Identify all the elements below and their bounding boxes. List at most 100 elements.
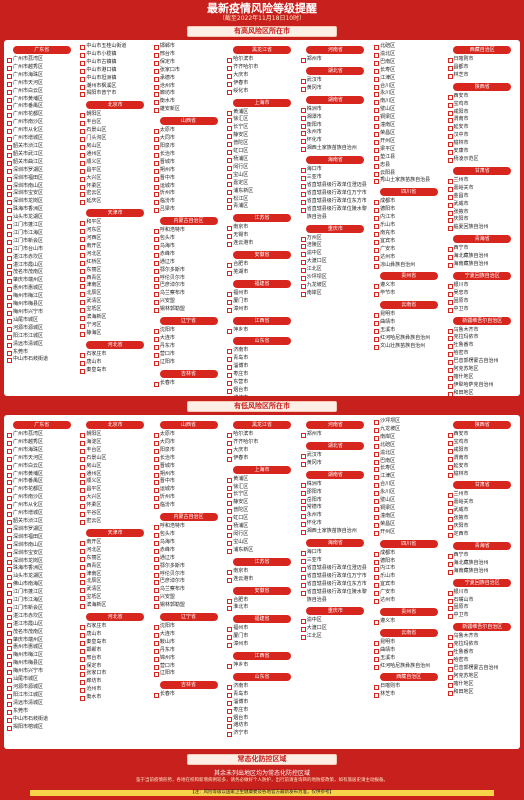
- city-item: 揭阳市普宁市: [79, 90, 150, 98]
- city-item: 璧山区: [373, 106, 444, 114]
- city-item: 惠州市惠城区: [6, 644, 77, 652]
- city-item: 沈阳市: [153, 327, 224, 335]
- city-item: 丰台区: [79, 119, 150, 127]
- city-item: 凉山彝族自治州: [373, 262, 444, 270]
- city-item: 黄浦区: [226, 109, 297, 117]
- city-item: 韶关市浈江区: [6, 518, 77, 526]
- province-label: 广东省: [12, 46, 71, 54]
- city-item: 喀什地区: [447, 374, 518, 382]
- city-item: 宜宾市: [373, 581, 444, 589]
- city-item: 西安市: [447, 93, 518, 101]
- city-item: 江门市蓬江区: [6, 589, 77, 597]
- city-item: 石家庄市: [79, 351, 150, 359]
- city-item: 海口市: [300, 549, 371, 557]
- city-item: 呼和浩特市: [153, 227, 224, 235]
- city-item: 大兴区: [79, 494, 150, 502]
- province-label: 四川省: [379, 539, 438, 548]
- city-item: 伊春市: [226, 455, 297, 463]
- province-label: 天津市: [86, 209, 145, 218]
- city-item: 伊春市: [226, 80, 297, 88]
- city-item: 玉溪市: [373, 327, 444, 335]
- city-item: 巴音郭楞蒙古自治州: [447, 358, 518, 366]
- city-item: 吕梁市: [153, 206, 224, 214]
- city-item: 省直辖县级行政单位万宁市: [300, 190, 371, 198]
- city-item: 济南市: [226, 347, 297, 355]
- city-item: 江门市新会区: [6, 605, 77, 613]
- city-item: 通州区: [79, 471, 150, 479]
- city-item: 忠县: [373, 162, 444, 170]
- city-item: 西青区: [79, 275, 150, 283]
- city-item: 广州市白云区: [6, 463, 77, 471]
- city-item: 丹东市: [153, 647, 224, 655]
- province-label: 山西省: [159, 421, 218, 429]
- city-item: 福州市: [226, 290, 297, 298]
- city-item: 庆阳市: [447, 523, 518, 531]
- column: 沙坪坝区 九龙坡区 南岸区 北碚区 渝北区 巴南区 长寿区 江津区 合川区 永川区 璧山区 铜梁区 潼南…: [373, 418, 444, 746]
- city-item: 门头沟区: [79, 135, 150, 143]
- city-item: 德阳市: [373, 206, 444, 214]
- city-item: 怀柔区: [79, 183, 150, 191]
- city-item: 沙坪坝区: [373, 418, 444, 426]
- province-label: 江西省: [232, 652, 291, 661]
- city-item: 银川市: [447, 589, 518, 597]
- city-item: 开州区: [373, 529, 444, 537]
- city-item: 雄安新区: [153, 106, 224, 114]
- city-item: 红河哈尼族彝族自治州: [373, 663, 444, 671]
- footer-note: 【注：风险等级以国家卫生健康委及各地官方最新发布为准，仅供参考】: [30, 790, 494, 796]
- province-label: 重庆市: [306, 224, 365, 233]
- province-label: 宁夏回族自治区: [453, 271, 512, 280]
- province-label: 吉林省: [159, 369, 218, 378]
- city-item: 乌海市: [153, 539, 224, 547]
- province-label: 北京市: [86, 421, 145, 429]
- city-item: 中山市古镇镇: [79, 59, 150, 67]
- city-item: 揭阳市榕城区: [6, 724, 77, 732]
- city-item: 涪陵区: [300, 242, 371, 250]
- city-item: 海南藏族自治州: [447, 568, 518, 576]
- city-item: 厦门市: [226, 298, 297, 306]
- city-item: 萍乡市: [226, 662, 297, 670]
- city-item: 咸阳市: [447, 109, 518, 117]
- city-item: 西安市: [447, 431, 518, 439]
- city-item: 嘉峪关市: [447, 499, 518, 507]
- city-item: 德阳市: [373, 558, 444, 566]
- city-item: 呼和浩特市: [153, 523, 224, 531]
- city-item: 广州市黄埔区: [6, 96, 77, 104]
- city-item: 滨海新区: [79, 602, 150, 610]
- city-item: 长治市: [153, 455, 224, 463]
- city-item: 东丽区: [79, 267, 150, 275]
- section-panel: 广东省 广州市荔湾区 广州市越秀区 广州市海珠区 广州市天河区 广州市白云区 广州市黄埔区广…: [4, 415, 520, 749]
- city-item: 东营市: [226, 379, 297, 387]
- city-item: 忻州市: [153, 190, 224, 198]
- province-label: 海南省: [306, 539, 365, 548]
- province-label: 新疆维吾尔自治区: [453, 316, 512, 325]
- city-item: 朝阳区: [79, 111, 150, 119]
- city-item: 乐山市: [373, 222, 444, 230]
- city-item: 石嘴山市: [447, 597, 518, 605]
- city-item: 梅州市梅江区: [6, 652, 77, 660]
- province-label: 北京市: [86, 101, 145, 110]
- city-item: 河北区: [79, 251, 150, 259]
- city-item: 廊坊市: [79, 678, 150, 686]
- city-item: 北碚区: [373, 43, 444, 51]
- city-item: 阿克苏地区: [447, 366, 518, 374]
- city-item: 海北藏族自治州: [447, 253, 518, 261]
- city-item: 济宁市: [226, 730, 297, 738]
- city-item: 茂名市茂南区: [6, 269, 77, 277]
- section-banner: 有低风险区所在市: [187, 401, 337, 412]
- city-item: 厦门市: [226, 633, 297, 641]
- city-item: 太原市: [153, 431, 224, 439]
- province-label: 天津市: [86, 528, 145, 537]
- city-item: 邵阳市: [300, 489, 371, 497]
- city-item: 广州市南沙区: [6, 119, 77, 127]
- city-item: 榆林市: [447, 140, 518, 148]
- province-label: 上海市: [232, 98, 291, 107]
- city-item: 包头市: [153, 235, 224, 243]
- city-item: 广州市南沙区: [6, 494, 77, 502]
- city-item: 乌兰察布市: [153, 290, 224, 298]
- city-item: 武清区: [79, 586, 150, 594]
- city-item: 广州市从化区: [6, 127, 77, 135]
- city-item: 密云区: [79, 518, 150, 526]
- city-item: 长春市: [153, 691, 224, 699]
- city-item: 咸阳市: [447, 447, 518, 455]
- province-label: 内蒙古自治区: [159, 513, 218, 522]
